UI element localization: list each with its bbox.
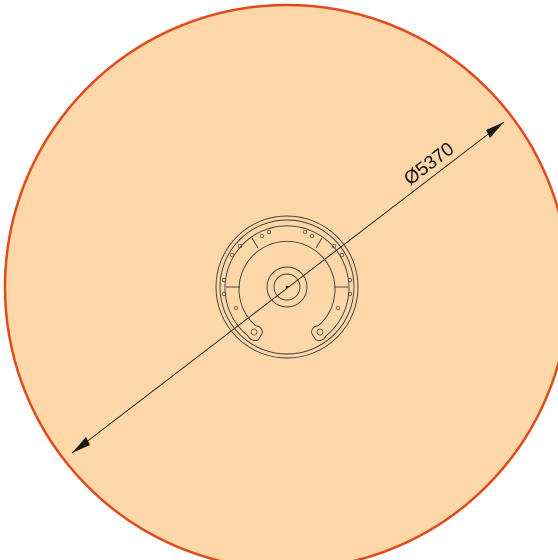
bolt-hole [347,291,353,297]
bolt-hole [347,277,353,283]
bolt-hole [331,243,337,249]
c-ring-left-end-hole [250,328,258,336]
c-ring-right-end [311,325,327,341]
central-bore-inner [273,273,301,301]
central-bore-outer [266,266,308,308]
segment-divider [315,237,323,249]
bolt-hole [302,229,308,235]
bolt-hole [237,243,243,249]
outer-disc [3,3,558,560]
bolt-hole [233,305,239,311]
center-hub [215,215,359,359]
c-ring-outer-arc [224,225,350,337]
c-ring-right-end-hole [316,328,324,336]
hub-outer-ring [215,215,359,359]
c-ring-left-end [247,325,263,341]
segment-divider [251,237,259,249]
center-point [285,285,289,289]
c-ring-inner-arc [238,240,336,327]
bolt-hole [309,233,315,239]
bolt-hole [266,229,272,235]
dimension-arrow-upper [486,122,504,138]
bolt-hole [221,277,227,283]
bolt-hole [229,252,235,258]
bolt-hole [335,305,341,311]
hub-outer-ring-inner-edge [219,219,355,355]
bolt-hole [221,291,227,297]
bolt-hole [259,233,265,239]
dimension-arrow-lower [72,437,90,453]
bolt-hole [339,252,345,258]
